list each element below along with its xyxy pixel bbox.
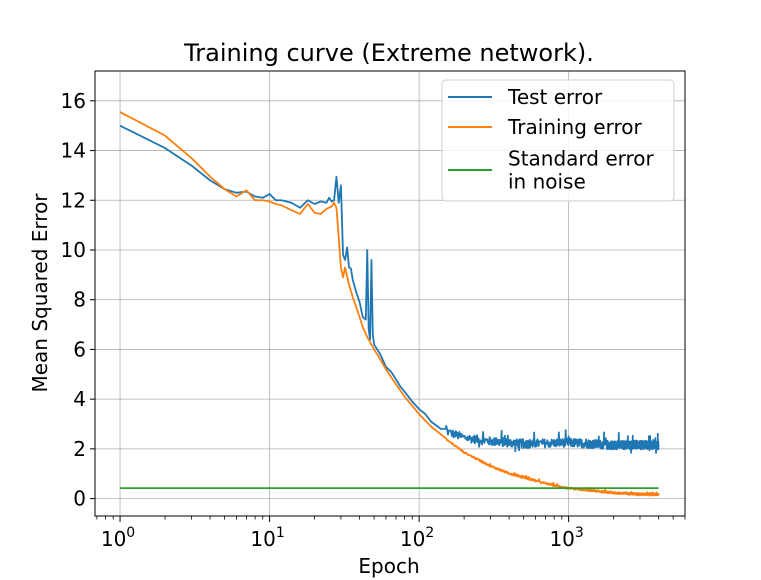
x-tick-label: 100 [101, 525, 135, 551]
x-tick-label: 101 [250, 525, 284, 551]
y-tick-label: 6 [73, 337, 86, 361]
plot-frame [94, 70, 686, 517]
legend: Test error Training error Standard error i… [441, 79, 675, 202]
legend-label: Standard error [508, 147, 655, 171]
y-tick-label: 2 [73, 437, 86, 461]
chart-title: Training curve (Extreme network). [183, 39, 594, 67]
legend-label: in noise [508, 170, 586, 194]
y-tick-label: 0 [73, 487, 86, 511]
series-line-1 [119, 111, 660, 497]
legend-label: Test error [507, 85, 603, 109]
y-tick-label: 16 [61, 89, 86, 113]
y-tick-label: 14 [61, 139, 86, 163]
y-tick-label: 4 [73, 387, 86, 411]
y-axis-label: Mean Squared Error [28, 193, 52, 393]
x-axis-label: Epoch [358, 554, 419, 578]
x-tick-label: 102 [400, 525, 434, 551]
x-tick-label: 103 [549, 525, 583, 551]
y-tick-label: 8 [73, 288, 86, 312]
legend-box [441, 79, 675, 202]
y-tick-label: 10 [61, 238, 86, 262]
y-tick-label: 12 [61, 188, 86, 212]
series-lines [119, 111, 660, 497]
axis-ticks: 0 2 4 6 8 10 12 14 16 100 101 102 103 [61, 89, 686, 551]
legend-label: Training error [507, 115, 642, 139]
series-line-0 [119, 124, 660, 454]
